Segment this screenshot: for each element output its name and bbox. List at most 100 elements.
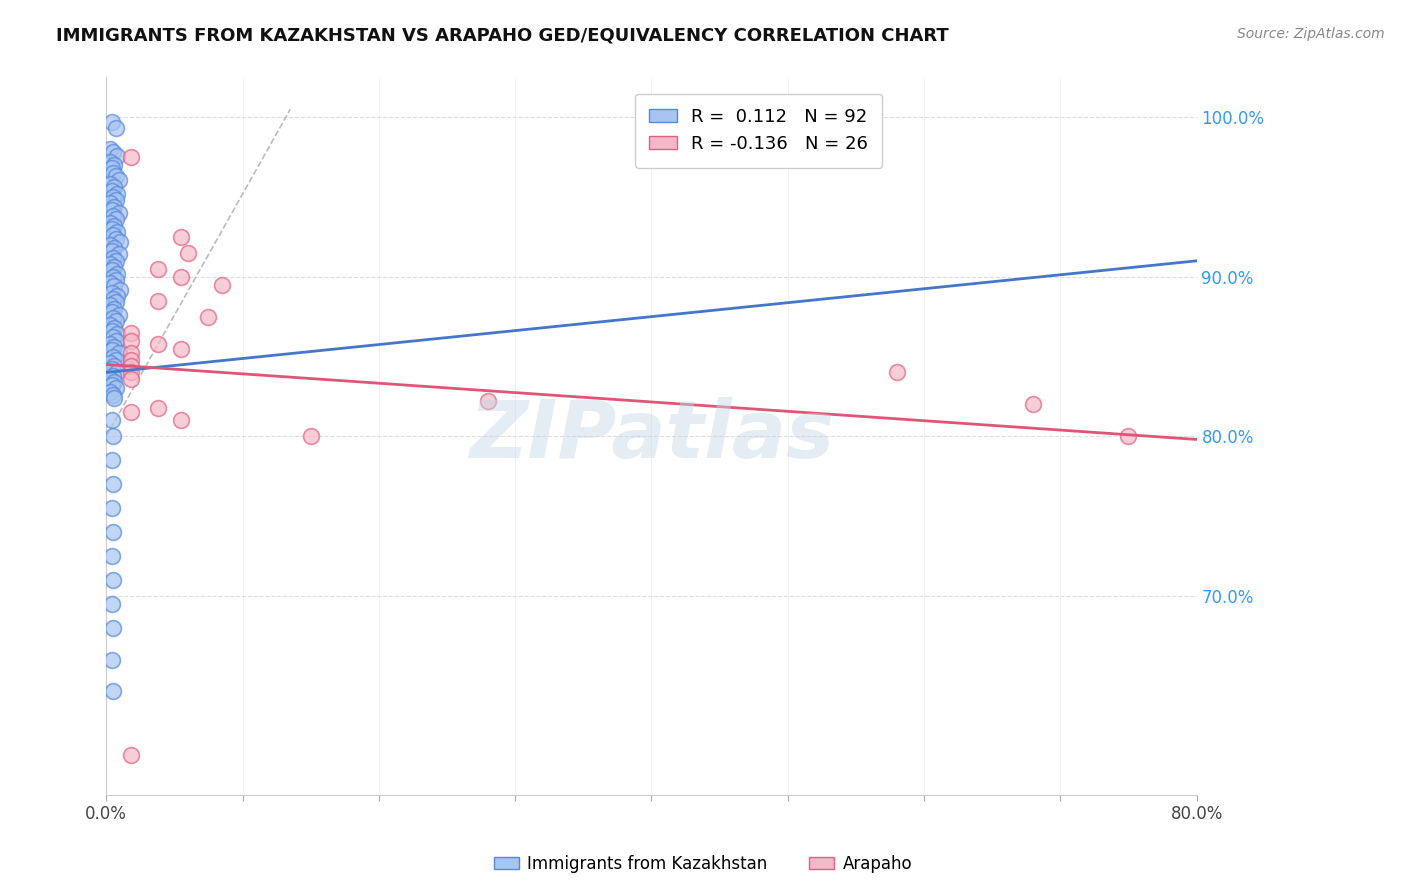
Point (105, 366, 128, 380)
Point (170, 269, 193, 284)
Point (103, 391, 125, 405)
Point (101, 388, 124, 402)
Text: Source: ZipAtlas.com: Source: ZipAtlas.com (1237, 27, 1385, 41)
Point (100, 161, 122, 176)
Point (98, 155, 121, 169)
Point (100, 378, 122, 392)
Point (103, 340, 125, 354)
Point (170, 342, 193, 356)
Text: ZIPatlas: ZIPatlas (470, 397, 834, 475)
Point (101, 145, 124, 160)
Point (105, 148, 128, 162)
Point (120, 748, 142, 763)
Point (98, 257, 121, 271)
Point (98, 216, 121, 230)
Point (101, 311, 124, 326)
Point (177, 245, 200, 260)
Point (103, 260, 125, 275)
Point (107, 308, 129, 322)
Point (105, 327, 128, 342)
Point (120, 372, 142, 386)
Point (103, 241, 125, 255)
Point (101, 269, 124, 284)
Point (108, 283, 131, 297)
Point (98, 238, 121, 252)
Point (105, 225, 128, 239)
Point (146, 401, 169, 415)
Point (120, 352, 142, 367)
Point (100, 362, 122, 376)
Point (98, 372, 121, 386)
Point (101, 330, 124, 344)
Point (107, 206, 129, 220)
Point (886, 366, 908, 380)
Point (100, 597, 122, 611)
Point (104, 253, 127, 268)
Point (100, 324, 122, 338)
Point (98, 178, 121, 192)
Point (101, 368, 124, 383)
Point (101, 477, 124, 491)
Point (98, 142, 121, 156)
Point (170, 230, 193, 244)
Point (104, 352, 127, 367)
Point (101, 251, 124, 265)
Point (197, 310, 219, 324)
Point (103, 219, 125, 233)
Point (100, 263, 122, 277)
Point (107, 346, 129, 360)
Point (120, 366, 142, 380)
Point (120, 334, 142, 348)
Point (104, 381, 127, 395)
Point (104, 231, 127, 245)
Point (170, 413, 193, 427)
Point (100, 501, 122, 516)
Point (101, 166, 124, 180)
Point (104, 212, 127, 227)
Point (100, 453, 122, 467)
Point (120, 346, 142, 360)
Point (100, 115, 122, 129)
Point (103, 180, 125, 194)
Point (98, 356, 121, 370)
Point (108, 235, 131, 249)
Point (104, 193, 127, 207)
Point (101, 350, 124, 364)
Point (104, 295, 127, 310)
Point (100, 285, 122, 300)
Legend: Immigrants from Kazakhstan, Arapaho: Immigrants from Kazakhstan, Arapaho (488, 848, 918, 880)
Point (101, 228, 124, 243)
Point (146, 261, 169, 276)
Point (100, 202, 122, 217)
Point (103, 279, 125, 293)
Point (98, 384, 121, 399)
Point (101, 292, 124, 306)
Point (104, 169, 127, 184)
Point (107, 172, 129, 186)
Text: IMMIGRANTS FROM KAZAKHSTAN VS ARAPAHO GED/EQUIVALENCY CORRELATION CHART: IMMIGRANTS FROM KAZAKHSTAN VS ARAPAHO GE… (56, 27, 949, 45)
Point (101, 209, 124, 223)
Point (120, 150, 142, 164)
Point (103, 321, 125, 335)
Point (98, 298, 121, 312)
Point (120, 326, 142, 340)
Point (100, 549, 122, 563)
Point (101, 621, 124, 635)
Point (101, 573, 124, 587)
Point (100, 244, 122, 259)
Point (105, 186, 128, 201)
Point (104, 314, 127, 328)
Point (477, 394, 499, 409)
Point (103, 359, 125, 373)
Point (98, 318, 121, 332)
Point (98, 196, 121, 211)
Point (100, 413, 122, 427)
Point (101, 429, 124, 443)
Point (1022, 397, 1045, 411)
Point (100, 305, 122, 319)
Point (104, 334, 127, 348)
Point (104, 273, 127, 287)
Point (103, 158, 125, 172)
Legend: R =  0.112   N = 92, R = -0.136   N = 26: R = 0.112 N = 92, R = -0.136 N = 26 (636, 94, 883, 168)
Point (105, 289, 128, 303)
